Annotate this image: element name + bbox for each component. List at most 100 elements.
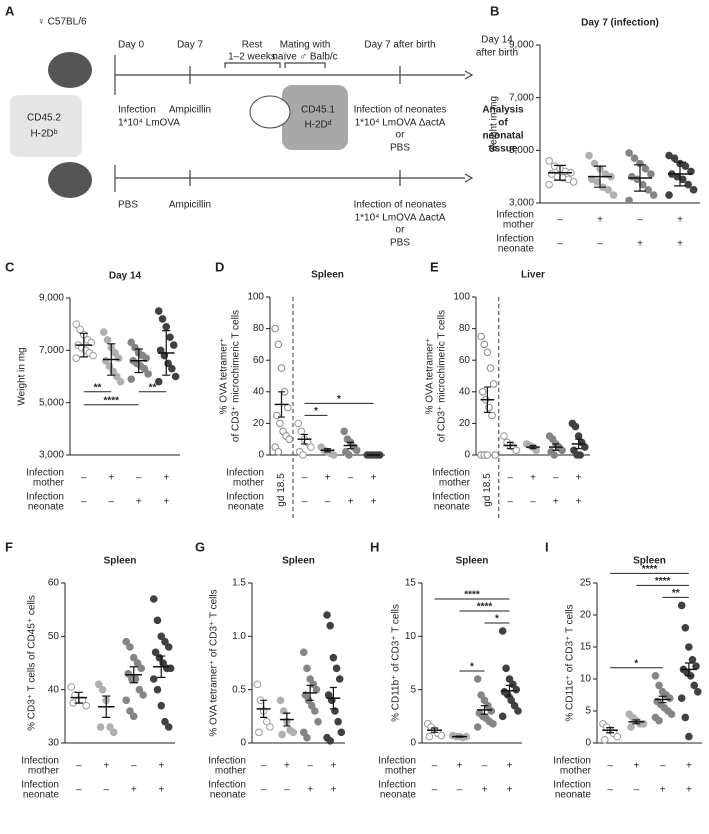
data-point xyxy=(337,728,346,737)
data-point xyxy=(694,688,702,696)
panel-letter: F xyxy=(5,539,13,554)
analysis: of xyxy=(498,118,508,129)
data-point xyxy=(266,723,274,731)
error-bar xyxy=(301,433,308,445)
data-point xyxy=(685,643,693,651)
error-bar xyxy=(278,391,285,418)
data-point xyxy=(153,616,162,625)
sign: + xyxy=(576,473,582,484)
error-bar xyxy=(283,712,291,727)
data-point xyxy=(655,681,663,690)
sign: – xyxy=(76,761,82,772)
data-point xyxy=(425,732,434,741)
data-point xyxy=(651,672,660,680)
data-point xyxy=(126,643,134,651)
step: Ampicillin xyxy=(169,200,211,211)
data-point xyxy=(164,643,173,651)
row-label: Infection xyxy=(21,780,59,791)
data-point xyxy=(486,364,495,372)
sign: + xyxy=(330,761,336,772)
timepoint: after birth xyxy=(476,48,518,59)
significance-label: * xyxy=(634,658,638,669)
sign: + xyxy=(163,497,169,508)
sign: – xyxy=(432,761,438,772)
step: Infection of neonates xyxy=(354,200,447,211)
sign: – xyxy=(325,497,331,508)
data-point xyxy=(514,707,522,715)
error-bar xyxy=(79,332,88,358)
sign: – xyxy=(81,497,87,508)
data-point xyxy=(303,664,311,673)
data-point xyxy=(72,354,81,362)
sign: + xyxy=(158,785,164,796)
row-label: Infection xyxy=(208,756,246,767)
chart-title: Liver xyxy=(521,270,545,281)
data-point xyxy=(649,191,658,199)
data-point xyxy=(689,186,698,194)
row-label: Infection xyxy=(26,492,64,503)
data-point xyxy=(326,737,335,745)
error-bar xyxy=(347,441,354,450)
sign: – xyxy=(607,785,613,796)
data-point xyxy=(299,451,307,459)
data-point xyxy=(677,694,686,703)
data-point xyxy=(274,448,283,456)
y-axis-label: weight in mg xyxy=(489,96,500,153)
mother-box xyxy=(10,95,82,157)
sign: – xyxy=(103,785,109,796)
data-point xyxy=(571,422,580,431)
sign: – xyxy=(108,497,114,508)
step: Ampicillin xyxy=(169,105,211,116)
y-tick-label: 5 xyxy=(410,684,416,695)
strain: ♀ C57BL/6 xyxy=(37,17,87,28)
row-label: mother xyxy=(33,478,65,489)
data-point xyxy=(303,733,311,742)
row-label: mother xyxy=(439,478,471,489)
data-point xyxy=(630,154,639,163)
row-label: Infection xyxy=(432,468,470,479)
data-point xyxy=(647,170,655,178)
data-point xyxy=(157,701,166,710)
group-label: gd 18.5 xyxy=(276,473,287,507)
data-point xyxy=(103,336,112,344)
y-tick-label: 5,000 xyxy=(39,397,64,408)
y-axis-label: % OVA tetramer⁺ of CD3⁺ T cells xyxy=(209,589,220,736)
data-point xyxy=(613,732,622,741)
data-point xyxy=(164,723,173,731)
y-axis-label: % CD3⁺ T cells of CD45⁺ cells xyxy=(27,595,38,731)
data-point xyxy=(473,723,482,731)
error-bar xyxy=(632,719,641,725)
significance-label: * xyxy=(470,662,474,673)
sign: – xyxy=(507,473,513,484)
step: or xyxy=(396,225,406,236)
data-point xyxy=(149,595,158,603)
y-tick-label: 60 xyxy=(459,355,471,366)
error-bar xyxy=(329,686,337,710)
y-tick-label: 3,000 xyxy=(39,450,64,461)
timepoint: Day 7 xyxy=(177,40,204,51)
data-point xyxy=(122,696,131,705)
data-point xyxy=(82,701,91,710)
significance-label: **** xyxy=(642,564,658,575)
data-point xyxy=(89,351,97,360)
error-bar xyxy=(455,735,464,738)
row-label: neonate xyxy=(434,502,471,513)
y-tick-label: 9,000 xyxy=(509,40,534,51)
data-point xyxy=(129,653,138,662)
data-point xyxy=(681,624,690,632)
significance-label: **** xyxy=(655,576,671,587)
data-point xyxy=(76,325,84,334)
data-point xyxy=(681,713,690,722)
y-tick-label: 10 xyxy=(580,674,592,685)
sign: – xyxy=(261,785,267,796)
row-label: Infection xyxy=(496,210,534,221)
data-point xyxy=(255,728,263,737)
y-tick-label: 100 xyxy=(453,292,470,303)
data-point xyxy=(161,717,169,726)
y-tick-label: 50 xyxy=(48,631,60,642)
y-axis-label: of CD3⁺ microchimeric T cells xyxy=(231,310,242,442)
data-point xyxy=(285,435,294,444)
row-label: mother xyxy=(560,766,592,777)
sign: + xyxy=(307,785,313,796)
